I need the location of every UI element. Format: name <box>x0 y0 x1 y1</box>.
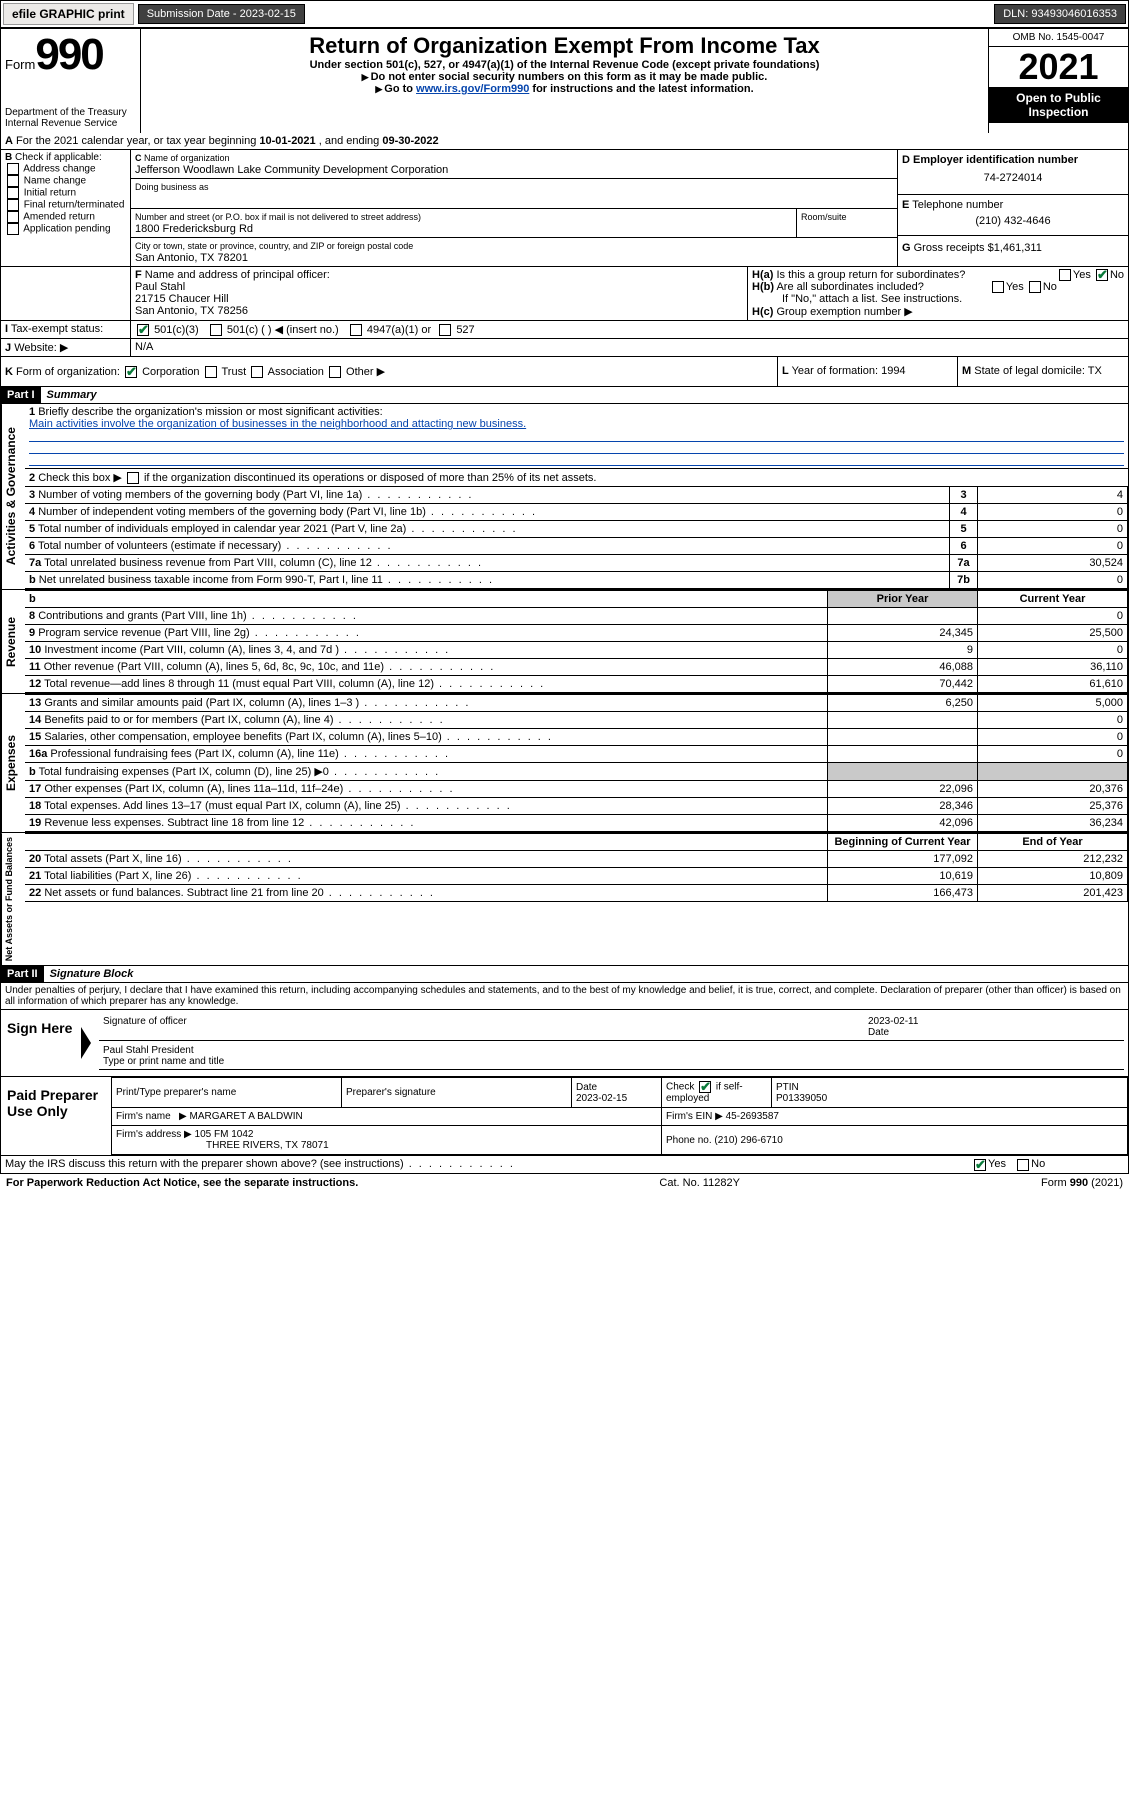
paid-preparer-block: Paid Preparer Use Only Print/Type prepar… <box>0 1077 1129 1156</box>
cb-discontinued[interactable] <box>127 472 139 484</box>
firm-phone: (210) 296-6710 <box>714 1135 782 1146</box>
line-j: J Website: ▶ N/A <box>0 339 1129 357</box>
dept-treasury: Department of the Treasury <box>5 107 136 118</box>
form-title: Return of Organization Exempt From Incom… <box>145 33 984 59</box>
form-ref: Form 990 (2021) <box>1041 1177 1123 1189</box>
paperwork-notice: For Paperwork Reduction Act Notice, see … <box>6 1177 358 1189</box>
vert-governance: Activities & Governance <box>1 404 25 589</box>
line-klm: K Form of organization: Corporation Trus… <box>0 357 1129 387</box>
sign-here-block: Sign Here Signature of officer 2023-02-11… <box>0 1010 1129 1077</box>
netassets-table: Beginning of Current YearEnd of Year 20 … <box>25 833 1128 902</box>
cb-final-return[interactable] <box>7 199 19 211</box>
vert-revenue: Revenue <box>1 590 25 693</box>
year-formation: 1994 <box>881 365 905 377</box>
sign-date: 2023-02-11 <box>868 1016 918 1027</box>
part-ii-header: Part II Signature Block <box>0 966 1129 983</box>
form-header: Form990 Department of the Treasury Inter… <box>0 28 1129 133</box>
cb-4947[interactable] <box>350 324 362 336</box>
sign-here-label: Sign Here <box>1 1010 81 1076</box>
tax-year: 2021 <box>989 47 1128 87</box>
mission-text: Main activities involve the organization… <box>29 418 526 430</box>
efile-print-btn[interactable]: efile GRAPHIC print <box>3 3 134 25</box>
line-a: A For the 2021 calendar year, or tax yea… <box>0 133 1129 150</box>
discuss-no[interactable] <box>1017 1159 1029 1171</box>
dept-irs: Internal Revenue Service <box>5 118 136 129</box>
form-word: Form <box>5 57 35 72</box>
cb-assoc[interactable] <box>251 366 263 378</box>
discuss-row: May the IRS discuss this return with the… <box>0 1156 1129 1173</box>
org-name: Jefferson Woodlawn Lake Community Develo… <box>135 164 448 176</box>
form-number: 990 <box>35 30 102 79</box>
cb-address-change[interactable] <box>7 163 19 175</box>
cb-501c[interactable] <box>210 324 222 336</box>
firm-name: MARGARET A BALDWIN <box>190 1111 303 1122</box>
vert-netassets: Net Assets or Fund Balances <box>1 833 25 965</box>
cb-name-change[interactable] <box>7 175 19 187</box>
cb-corp[interactable] <box>125 366 137 378</box>
submission-date-box: Submission Date - 2023-02-15 <box>138 4 305 24</box>
cat-no: Cat. No. 11282Y <box>659 1177 740 1189</box>
governance-table: 3 Number of voting members of the govern… <box>25 486 1128 589</box>
website: N/A <box>131 339 1128 356</box>
discuss-yes[interactable] <box>974 1159 986 1171</box>
ein: 74-2724014 <box>902 166 1124 190</box>
form-footer: For Paperwork Reduction Act Notice, see … <box>0 1174 1129 1192</box>
sig-officer-label: Signature of officer <box>99 1014 864 1040</box>
prep-date: 2023-02-15 <box>576 1093 627 1104</box>
hb-yes[interactable] <box>992 281 1004 293</box>
prep-name-col: Print/Type preparer's name <box>112 1078 342 1108</box>
hb-no[interactable] <box>1029 281 1041 293</box>
top-bar: efile GRAPHIC print Submission Date - 20… <box>0 0 1129 28</box>
perjury-declaration: Under penalties of perjury, I declare th… <box>0 983 1129 1010</box>
cb-app-pending[interactable] <box>7 223 19 235</box>
officer-name: Paul Stahl <box>135 281 185 293</box>
omb-number: OMB No. 1545-0047 <box>989 29 1128 47</box>
street-address: 1800 Fredericksburg Rd <box>135 223 253 235</box>
cb-amended[interactable] <box>7 211 19 223</box>
subtitle-3: Go to www.irs.gov/Form990 for instructio… <box>145 83 984 95</box>
irs-link[interactable]: www.irs.gov/Form990 <box>416 83 529 95</box>
firm-ein: 45-2693587 <box>726 1111 779 1122</box>
cb-trust[interactable] <box>205 366 217 378</box>
ha-no[interactable] <box>1096 269 1108 281</box>
firm-addr1: 105 FM 1042 <box>195 1129 254 1140</box>
subtitle-1: Under section 501(c), 527, or 4947(a)(1)… <box>145 59 984 71</box>
prep-sig-col: Preparer's signature <box>342 1078 572 1108</box>
cb-501c3[interactable] <box>137 324 149 336</box>
public-inspection: Open to Public Inspection <box>989 87 1128 123</box>
phone: (210) 432-4646 <box>902 211 1124 231</box>
ptin: P01339050 <box>776 1093 827 1104</box>
summary-table: Activities & Governance 1 Briefly descri… <box>0 404 1129 590</box>
cb-other[interactable] <box>329 366 341 378</box>
vert-expenses: Expenses <box>1 694 25 832</box>
part-i-header: Part I Summary <box>0 387 1129 404</box>
officer-addr2: San Antonio, TX 78256 <box>135 305 248 317</box>
expenses-table: 13 Grants and similar amounts paid (Part… <box>25 694 1128 832</box>
line-i: I Tax-exempt status: 501(c)(3) 501(c) ( … <box>0 321 1129 339</box>
subtitle-2: Do not enter social security numbers on … <box>145 71 984 83</box>
city-state-zip: San Antonio, TX 78201 <box>135 252 248 264</box>
revenue-table: bPrior YearCurrent Year 8 Contributions … <box>25 590 1128 693</box>
cb-self-employed[interactable] <box>699 1081 711 1093</box>
ha-yes[interactable] <box>1059 269 1071 281</box>
sign-arrow-icon <box>81 1027 91 1059</box>
officer-addr1: 21715 Chaucer Hill <box>135 293 229 305</box>
officer-sig-name: Paul Stahl President <box>103 1045 194 1056</box>
paid-preparer-label: Paid Preparer Use Only <box>1 1077 111 1155</box>
cb-527[interactable] <box>439 324 451 336</box>
domicile-state: TX <box>1088 365 1102 377</box>
officer-group-block: F Name and address of principal officer:… <box>0 267 1129 321</box>
dln-box: DLN: 93493046016353 <box>994 4 1126 24</box>
entity-block: B Check if applicable: Address change Na… <box>0 150 1129 267</box>
firm-addr2: THREE RIVERS, TX 78071 <box>116 1140 329 1151</box>
cb-initial-return[interactable] <box>7 187 19 199</box>
gross-receipts: 1,461,311 <box>994 242 1042 254</box>
